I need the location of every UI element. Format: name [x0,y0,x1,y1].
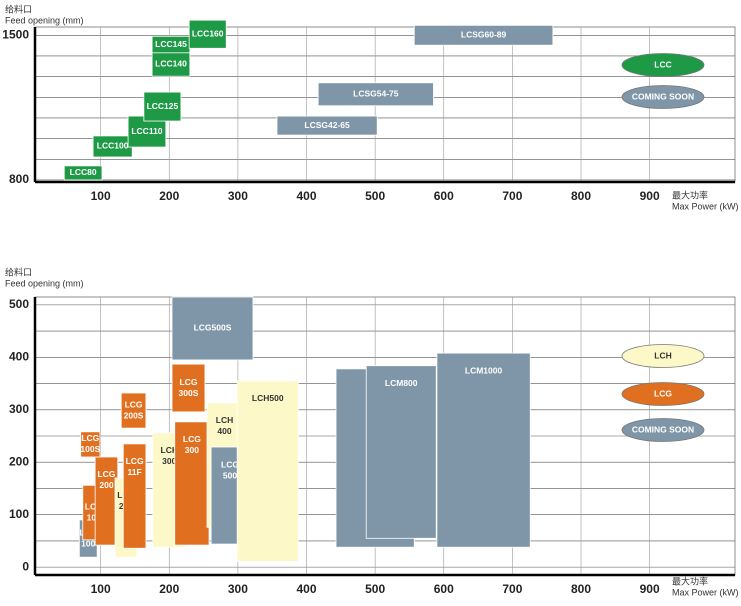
box-label: 400 [217,426,231,436]
x-tick-label: 600 [434,582,454,596]
range-box [143,91,182,122]
box-label: LCM800 [385,378,418,388]
box-label: 200 [99,480,113,490]
legend-swatch [621,382,705,406]
x-tick-label: 400 [296,582,316,596]
range-box [171,363,206,413]
box-label: 300 [162,456,176,466]
range-box [317,82,434,107]
box-label: 100 [87,512,101,522]
range-box [188,19,227,49]
range-box [122,443,147,549]
y-tick-label: 100 [9,507,29,521]
x-tick-label: 800 [571,189,591,203]
box-label: LCC80 [70,167,97,177]
box-label: LCG [221,459,239,469]
box-label: LCG [85,501,103,511]
x-axis-title: 最大功率 [672,189,708,200]
box-label: LCG [97,469,115,479]
x-tick-label: 500 [365,582,385,596]
range-box [276,115,378,136]
box-label: LCC100 [97,141,129,151]
box-label: 11F [128,467,142,477]
box-label: LCG [126,456,144,466]
y-tick-label: 800 [9,172,29,186]
y-tick-label: 500 [9,297,29,311]
legend-label: LCC [654,59,671,69]
legend-swatch [621,418,705,442]
box-label: 300 [185,445,199,455]
range-box [120,392,147,429]
box-label: 300S [179,388,199,398]
y-axis-title: 给料口 [5,266,32,277]
range-box [63,165,103,181]
legend-swatch [621,85,705,109]
x-axis-title: 最大功率 [672,575,708,586]
x-tick-label: 900 [640,189,660,203]
x-tick-label: 400 [296,189,316,203]
box-label: LCC110 [131,126,162,136]
y-axis-title: 给料口 [5,3,32,14]
box-label: LCC140 [155,58,187,68]
legend-label: COMING SOON [632,91,694,101]
y-tick-label: 200 [9,454,29,468]
y-axis-title: Feed opening (mm) [5,15,84,25]
box-label: LCG500S [194,323,232,333]
x-tick-label: 600 [434,189,454,203]
x-tick-label: 800 [571,582,591,596]
box-label: LCH [161,445,178,455]
box-label: LCSG60-89 [461,30,507,40]
y-tick-label: 0 [22,559,29,573]
x-axis-title: Max Power (kW) [672,587,739,597]
box-label: LCSG54-75 [353,89,399,99]
x-tick-label: 300 [228,189,248,203]
box-label: LCG [179,377,197,387]
range-box [174,421,210,546]
x-tick-label: 100 [91,582,111,596]
x-tick-label: 500 [365,189,385,203]
legend-label: COMING SOON [632,424,694,434]
box-label: LCSG42-65 [304,120,350,130]
box-label: LCC145 [155,39,187,49]
box-label: LCG [183,434,201,444]
range-box [236,380,299,562]
x-tick-label: 700 [502,582,522,596]
x-tick-label: 100 [91,189,111,203]
x-tick-label: 200 [159,582,179,596]
x-axis-title: Max Power (kW) [672,201,739,211]
box-label: LCG [81,433,99,443]
box-label: LCM1000 [465,365,503,375]
range-box [365,365,437,539]
box-label: 100 [81,538,95,548]
legend-swatch [621,344,705,368]
y-axis-title: Feed opening (mm) [5,278,84,288]
x-tick-label: 200 [159,189,179,203]
x-tick-label: 900 [640,582,660,596]
box-label: LCC125 [147,101,179,111]
range-box [413,24,554,46]
x-tick-label: 300 [228,582,248,596]
box-label: LCH500 [252,393,284,403]
x-tick-label: 700 [502,189,522,203]
box-label: LCH [216,415,233,425]
box-label: 100S [80,444,100,454]
legend-swatch [621,53,705,77]
y-tick-label: 300 [9,402,29,416]
range-box [80,431,101,458]
legend-label: LCH [654,350,671,360]
box-label: 500 [223,470,237,480]
y-tick-label: 400 [9,349,29,363]
box-label: LCG [125,399,143,409]
box-label: LCC160 [192,28,224,38]
legend-label: LCG [654,388,672,398]
range-box [171,296,254,361]
range-box [436,352,531,548]
box-label: 200S [124,410,144,420]
y-tick-label: 1500 [2,27,29,41]
